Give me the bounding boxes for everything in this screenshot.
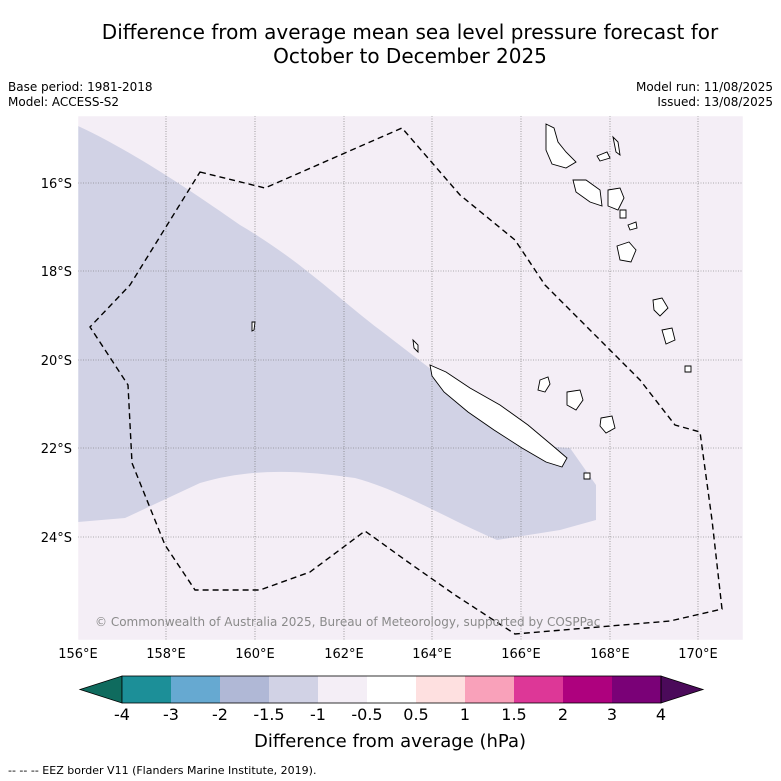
chesterfield-reef bbox=[251, 321, 256, 332]
colorbar-segment bbox=[416, 676, 465, 703]
model-name: Model: ACCESS-S2 bbox=[8, 95, 120, 109]
coastlines bbox=[251, 123, 692, 480]
colorbar-segment bbox=[465, 676, 514, 703]
colorbar-segment bbox=[269, 676, 318, 703]
colorbar-tick: -3 bbox=[163, 705, 179, 724]
belep-islands bbox=[412, 338, 419, 354]
loyalty-island-lifou bbox=[566, 389, 584, 411]
colorbar-tick: 4 bbox=[656, 705, 666, 724]
colorbar-segment bbox=[367, 676, 416, 703]
lon-label: 160°E bbox=[235, 647, 275, 662]
lon-label: 166°E bbox=[501, 647, 541, 662]
colorbar bbox=[78, 675, 705, 704]
issued-date: Issued: 13/08/2025 bbox=[657, 95, 773, 109]
chart-title: Difference from average mean sea level p… bbox=[40, 20, 780, 68]
colorbar-segment bbox=[514, 676, 563, 703]
vanuatu-island-3 bbox=[612, 135, 621, 157]
vanuatu-island-11 bbox=[684, 365, 692, 373]
colorbar-outline bbox=[121, 675, 662, 704]
colorbar-tick: 1 bbox=[460, 705, 470, 724]
loyalty-island-ouvea bbox=[537, 376, 551, 393]
colorbar-segment bbox=[563, 676, 612, 703]
colorbar-tick: -2 bbox=[212, 705, 228, 724]
colorbar-tick: -0.5 bbox=[351, 705, 382, 724]
colorbar-tick: -1.5 bbox=[253, 705, 284, 724]
colorbar-ticks: -4 -3 -2 -1.5 -1 -0.5 0.5 1 1.5 2 3 4 bbox=[114, 705, 666, 724]
vanuatu-island-2 bbox=[596, 151, 611, 162]
vanuatu-island-7 bbox=[627, 221, 638, 231]
lon-label: 156°E bbox=[58, 647, 98, 662]
colorbar-tick: 2 bbox=[558, 705, 568, 724]
colorbar-segment bbox=[612, 676, 661, 703]
colorbar-tick: 0.5 bbox=[403, 705, 428, 724]
meta-left: Base period: 1981-2018 Model: ACCESS-S2 bbox=[8, 80, 153, 110]
lon-label: 158°E bbox=[146, 647, 186, 662]
meta-right: Model run: 11/08/2025 Issued: 13/08/2025 bbox=[636, 80, 773, 110]
colorbar-segment bbox=[122, 676, 171, 703]
lon-label: 170°E bbox=[678, 647, 718, 662]
latitude-labels: 16°S 18°S 20°S 22°S 24°S bbox=[41, 177, 72, 546]
map-frame bbox=[77, 115, 744, 641]
lat-label: 16°S bbox=[41, 177, 72, 192]
graticule-lines bbox=[78, 116, 743, 640]
colorbar-extend-high bbox=[660, 675, 705, 704]
vanuatu-island-10 bbox=[661, 327, 676, 345]
map-content: © Commonwealth of Australia 2025, Bureau… bbox=[78, 116, 743, 640]
new-caledonia-island bbox=[429, 364, 568, 468]
colorbar-tick: 3 bbox=[607, 705, 617, 724]
copyright-notice: © Commonwealth of Australia 2025, Bureau… bbox=[95, 615, 600, 629]
lat-label: 20°S bbox=[41, 354, 72, 369]
colorbar-tick: 1.5 bbox=[501, 705, 526, 724]
loyalty-island-mare bbox=[599, 415, 616, 434]
lon-label: 168°E bbox=[590, 647, 630, 662]
isle-of-pines bbox=[583, 472, 591, 480]
pressure-anomaly-region bbox=[78, 126, 596, 540]
colorbar-segment bbox=[171, 676, 220, 703]
erromango-island bbox=[616, 241, 637, 263]
efate-island bbox=[607, 187, 625, 211]
colorbar-tick: -4 bbox=[114, 705, 130, 724]
lat-label: 24°S bbox=[41, 531, 72, 546]
lon-label: 164°E bbox=[412, 647, 452, 662]
model-run: Model run: 11/08/2025 bbox=[635, 80, 773, 94]
colorbar-segment bbox=[318, 676, 367, 703]
title-line-1: Difference from average mean sea level p… bbox=[101, 20, 719, 44]
colorbar-tick: -1 bbox=[310, 705, 326, 724]
lat-label: 18°S bbox=[41, 265, 72, 280]
vanuatu-island-6 bbox=[619, 209, 627, 219]
longitude-labels: 156°E 158°E 160°E 162°E 164°E 166°E 168°… bbox=[58, 647, 718, 662]
colorbar-extend-low bbox=[78, 675, 123, 704]
title-line-2: October to December 2025 bbox=[273, 44, 547, 68]
lat-label: 22°S bbox=[41, 442, 72, 457]
malekula-island bbox=[572, 179, 603, 207]
lon-label: 162°E bbox=[324, 647, 364, 662]
eez-legend-note: -- -- -- EEZ border V11 (Flanders Marine… bbox=[8, 764, 316, 777]
eez-border bbox=[89, 127, 723, 635]
base-period: Base period: 1981-2018 bbox=[8, 80, 153, 94]
colorbar-title: Difference from average (hPa) bbox=[254, 731, 526, 752]
espiritu-santo-island bbox=[545, 123, 577, 169]
colorbar-segment bbox=[220, 676, 269, 703]
vanuatu-island-9 bbox=[652, 297, 669, 317]
